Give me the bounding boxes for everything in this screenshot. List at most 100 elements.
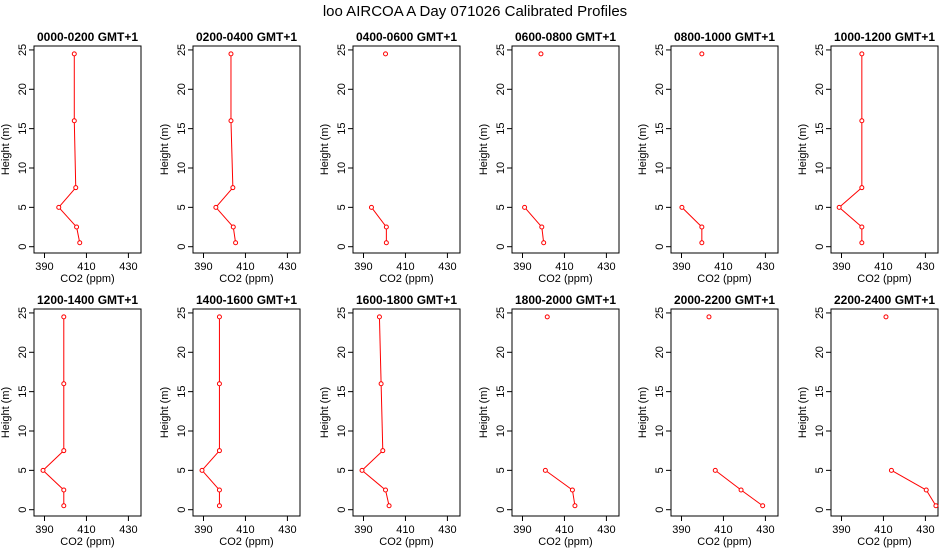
- profile-segment: [201, 470, 220, 491]
- y-tick-label: 25: [495, 44, 507, 56]
- x-tick-label: 410: [874, 261, 892, 273]
- profile-segment: [58, 187, 77, 208]
- profile-segment: [378, 316, 382, 384]
- data-point: [541, 240, 547, 246]
- data-point: [859, 240, 865, 246]
- y-tick-label: 20: [495, 83, 507, 95]
- x-tick-label: 390: [194, 261, 212, 273]
- y-tick-label: 25: [495, 307, 507, 319]
- data-point: [380, 448, 386, 454]
- x-tick-label: 430: [916, 524, 934, 536]
- panel-title: 2200-2400 GMT+1: [834, 293, 935, 307]
- profile-segment: [545, 469, 573, 491]
- data-point: [859, 185, 865, 191]
- y-axis-label: Height (m): [478, 124, 490, 175]
- y-tick-label: 10: [814, 425, 826, 437]
- data-point: [539, 224, 545, 230]
- x-tick-label: 390: [354, 524, 372, 536]
- data-point: [216, 448, 222, 454]
- y-tick-label: 10: [336, 425, 348, 437]
- panel-2: 0200-0400 GMT+1 0 5 10 15 20 25 390 410 430 CO2 (p…: [159, 30, 301, 285]
- y-tick-label: 15: [17, 123, 29, 135]
- x-tick-label: 390: [672, 261, 690, 273]
- profile-segment: [385, 489, 390, 506]
- y-tick-label: 20: [17, 346, 29, 358]
- y-axis-label: Height (m): [0, 387, 12, 438]
- data-point: [216, 314, 222, 320]
- y-tick-label: 5: [495, 204, 507, 210]
- profile-segment: [838, 206, 863, 228]
- x-tick-label: 430: [119, 261, 137, 273]
- data-point: [859, 51, 865, 57]
- data-point: [61, 381, 67, 387]
- y-tick-label: 5: [654, 467, 666, 473]
- plot-frame: [33, 45, 142, 254]
- plot-frame: [352, 308, 461, 517]
- x-tick-label: 430: [438, 261, 456, 273]
- x-axis-label: CO2 (ppm): [219, 273, 273, 285]
- data-point: [368, 204, 374, 210]
- data-point: [933, 503, 939, 509]
- panel-3: 0400-0600 GMT+1 0 5 10 15 20 25 390 410 430 CO2 (p…: [319, 30, 461, 285]
- x-tick-label: 430: [756, 261, 774, 273]
- data-point: [71, 51, 77, 57]
- y-tick-label: 5: [814, 204, 826, 210]
- data-point: [760, 503, 766, 509]
- y-tick-label: 20: [495, 346, 507, 358]
- data-point: [383, 487, 389, 493]
- data-point: [859, 118, 865, 124]
- data-point: [699, 51, 705, 57]
- x-tick-label: 430: [438, 524, 456, 536]
- profile-segment: [201, 450, 220, 471]
- profile-segment: [361, 469, 386, 491]
- x-tick-label: 430: [278, 524, 296, 536]
- y-tick-label: 0: [17, 244, 29, 250]
- data-point: [40, 467, 46, 473]
- y-axis-label: Height (m): [0, 124, 12, 175]
- data-point: [359, 467, 365, 473]
- data-point: [542, 467, 548, 473]
- x-axis-label: CO2 (ppm): [538, 273, 592, 285]
- data-point: [738, 487, 744, 493]
- y-tick-label: 15: [176, 386, 188, 398]
- y-tick-label: 0: [176, 507, 188, 513]
- y-axis-label: Height (m): [319, 387, 331, 438]
- x-tick-label: 410: [714, 261, 732, 273]
- profile-segment: [232, 226, 237, 243]
- y-tick-label: 20: [176, 346, 188, 358]
- panel-1: 0000-0200 GMT+1 0 5 10 15 20 25 390 410 430 CO2 (p…: [0, 30, 142, 285]
- profile-segment: [371, 207, 387, 228]
- x-axis-label: CO2 (ppm): [219, 536, 273, 548]
- x-tick-label: 410: [236, 524, 254, 536]
- y-tick-label: 15: [814, 123, 826, 135]
- y-tick-label: 15: [654, 123, 666, 135]
- profile-segment: [215, 187, 234, 208]
- data-point: [699, 224, 705, 230]
- panel-title: 1200-1400 GMT+1: [37, 293, 138, 307]
- y-axis-label: Height (m): [159, 124, 171, 175]
- x-tick-label: 410: [555, 261, 573, 273]
- x-tick-label: 390: [35, 261, 53, 273]
- panel-title: 0000-0200 GMT+1: [37, 30, 138, 44]
- y-tick-label: 25: [814, 307, 826, 319]
- x-tick-label: 410: [714, 524, 732, 536]
- profile-segment: [714, 469, 742, 491]
- profile-segment: [58, 207, 77, 228]
- panel-title: 0600-0800 GMT+1: [515, 30, 616, 44]
- y-tick-label: 0: [814, 244, 826, 250]
- x-tick-label: 410: [874, 524, 892, 536]
- x-tick-label: 430: [119, 524, 137, 536]
- y-tick-label: 10: [654, 162, 666, 174]
- profile-segment: [681, 206, 703, 228]
- y-tick-label: 10: [495, 425, 507, 437]
- y-tick-label: 5: [176, 204, 188, 210]
- y-tick-label: 15: [495, 386, 507, 398]
- data-point: [712, 467, 718, 473]
- y-tick-label: 5: [495, 467, 507, 473]
- x-tick-label: 430: [916, 261, 934, 273]
- y-tick-label: 15: [814, 386, 826, 398]
- y-tick-label: 20: [336, 83, 348, 95]
- data-point: [383, 240, 389, 246]
- profile-segment: [73, 120, 77, 188]
- figure-title: loo AIRCOA A Day 071026 Calibrated Profi…: [323, 3, 627, 20]
